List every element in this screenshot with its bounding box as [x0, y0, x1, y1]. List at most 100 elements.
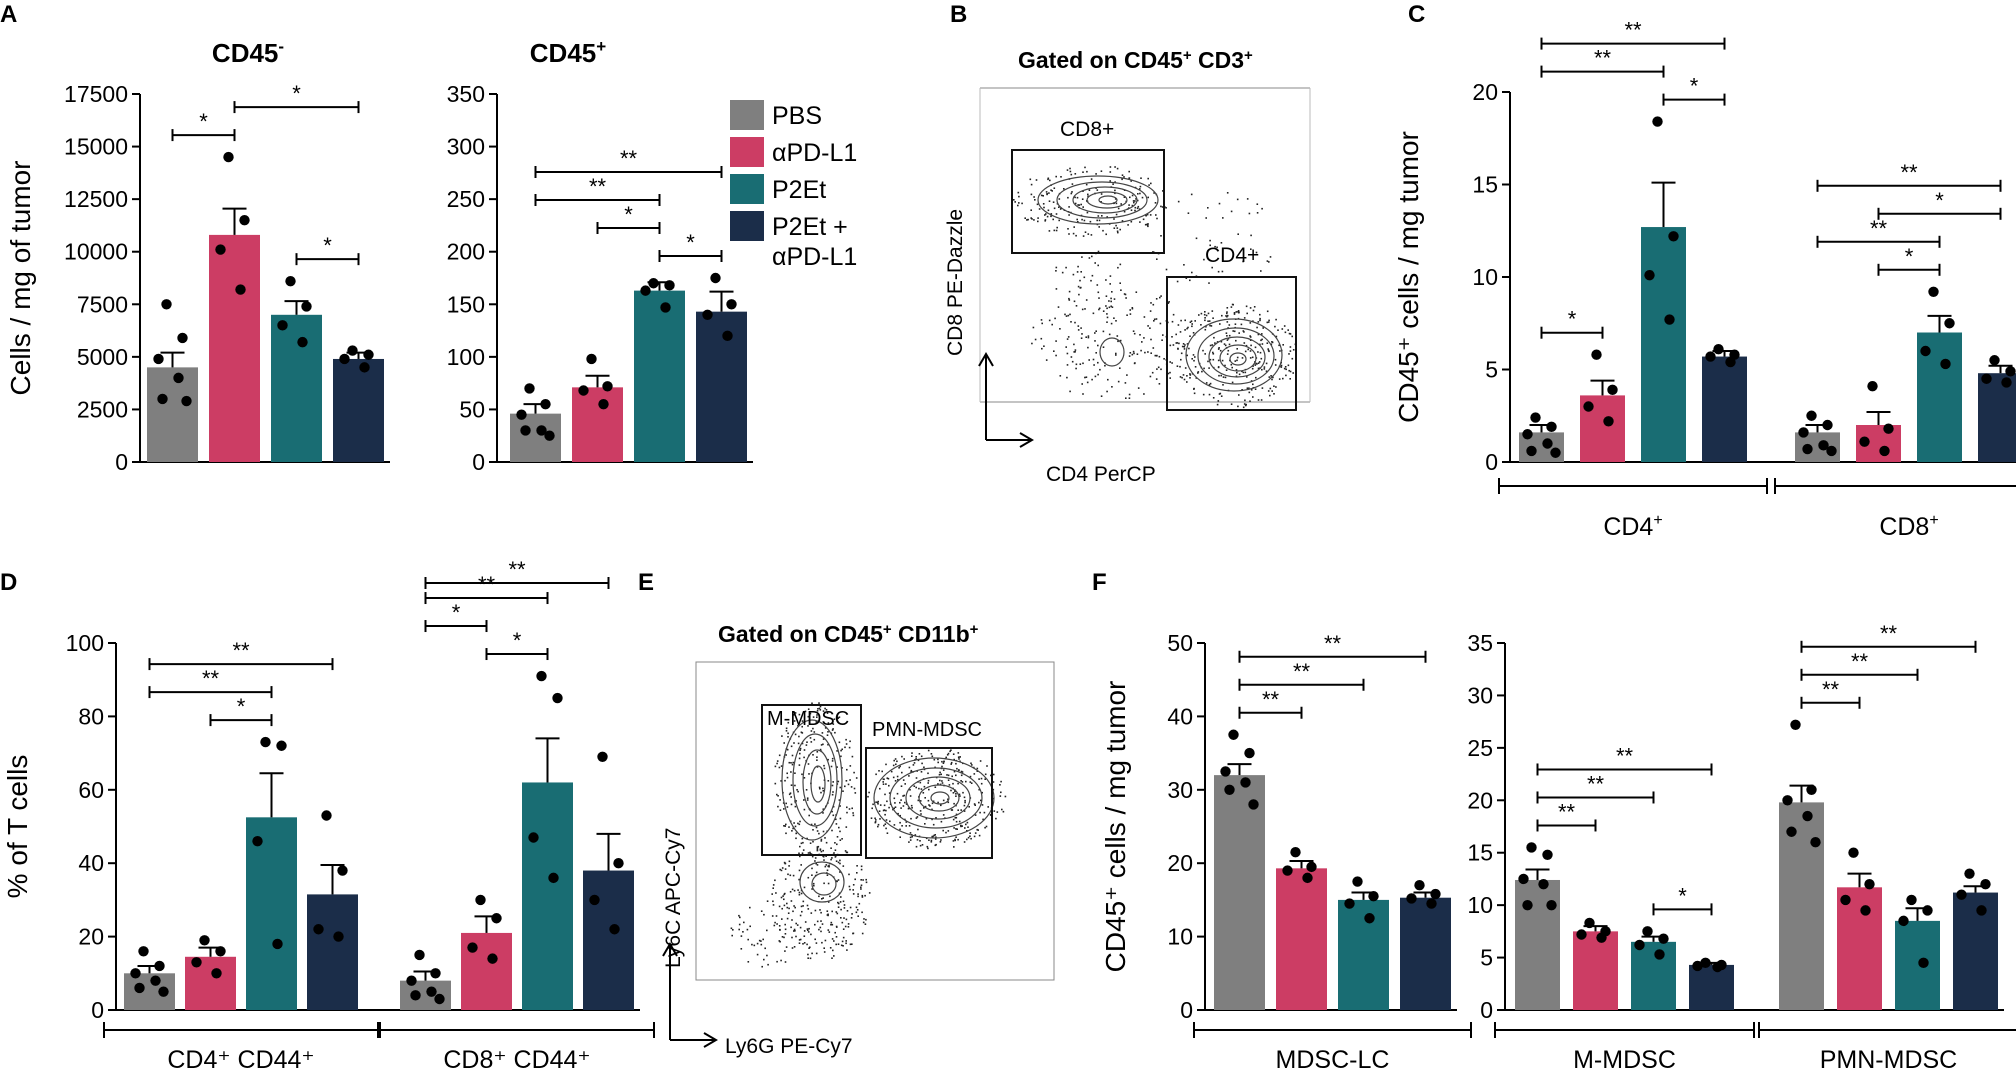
flow-event: [1138, 208, 1141, 210]
flow-event: [1244, 350, 1247, 353]
flow-event: [1283, 325, 1286, 327]
flow-event: [839, 830, 841, 833]
flow-event: [1130, 180, 1132, 182]
flow-event: [1058, 219, 1060, 222]
flow-event: [828, 865, 830, 868]
bar: [209, 234, 260, 462]
flow-event: [1193, 388, 1195, 390]
flow-event: [839, 839, 842, 841]
flow-event: [766, 900, 769, 902]
y-tick-label: 20: [78, 924, 104, 950]
flow-event: [783, 808, 785, 810]
flow-event: [1106, 313, 1108, 315]
y-tick-label: 50: [459, 396, 485, 422]
flow-event: [1079, 279, 1081, 282]
y-tick-label: 100: [66, 630, 104, 656]
flow-event: [893, 759, 895, 762]
flow-event: [1156, 368, 1158, 370]
flow-event: [1191, 323, 1193, 325]
data-point: [540, 398, 551, 410]
flow-event: [1214, 245, 1216, 248]
flow-event: [1220, 374, 1222, 377]
flow-event: [790, 803, 793, 806]
flow-event: [1043, 345, 1045, 347]
flow-event: [1160, 205, 1162, 208]
flow-event: [1013, 199, 1015, 201]
flow-event: [967, 836, 970, 839]
data-point: [321, 810, 332, 821]
flow-event: [886, 800, 888, 803]
flow-event: [978, 788, 980, 791]
flow-event: [795, 935, 797, 938]
bar: [522, 782, 573, 1010]
flow-event: [824, 711, 826, 714]
flow-event: [786, 748, 789, 751]
flow-event: [996, 811, 999, 813]
flow-event: [838, 741, 841, 744]
flow-event: [766, 929, 768, 932]
y-tick-label: 80: [78, 703, 104, 729]
flow-event: [1044, 220, 1046, 222]
flow-event: [1221, 359, 1224, 362]
flow-event: [915, 845, 918, 848]
legend-label-p2et: P2Et: [772, 176, 826, 204]
flow-event: [945, 831, 947, 834]
y-tick-label: 7500: [77, 291, 128, 317]
flow-event: [842, 945, 844, 947]
flow-event: [1077, 325, 1080, 327]
flow-event: [875, 801, 877, 803]
flow-event: [807, 852, 810, 854]
data-point: [602, 381, 613, 392]
flow-event: [816, 830, 819, 832]
flow-event: [848, 885, 851, 888]
flow-event: [798, 939, 801, 941]
flow-event: [927, 799, 930, 802]
flow-event: [930, 753, 933, 755]
data-point: [1426, 898, 1437, 909]
flow-event: [790, 762, 792, 764]
flow-event: [845, 743, 848, 745]
flow-event: [845, 738, 847, 741]
flow-event: [798, 869, 801, 872]
y-axis-label: CD45⁺ cells / mg tumor: [1100, 681, 1131, 973]
y-tick-label: 15: [1472, 172, 1498, 198]
flow-event: [1278, 378, 1281, 380]
flow-event: [942, 762, 945, 764]
flow-event: [1160, 235, 1162, 237]
flow-event: [812, 716, 815, 718]
flow-event: [1080, 203, 1082, 206]
flow-event: [878, 810, 881, 812]
flow-event: [964, 799, 966, 802]
flow-event: [958, 793, 961, 796]
flow-event: [1211, 310, 1214, 312]
flow-event: [1182, 343, 1185, 345]
flow-event: [1081, 256, 1083, 258]
flow-event: [1155, 214, 1157, 216]
flow-event: [1238, 394, 1240, 396]
flow-event: [822, 738, 825, 740]
flow-event: [803, 935, 806, 937]
flow-event: [784, 933, 787, 935]
flow-event: [955, 762, 957, 765]
flow-event: [1079, 287, 1082, 289]
data-point: [158, 986, 169, 997]
flow-event: [898, 767, 900, 769]
data-point: [528, 832, 539, 843]
flow-event: [1137, 387, 1140, 389]
flow-event: [955, 820, 958, 823]
flow-event: [832, 781, 834, 783]
flow-event: [1197, 372, 1199, 374]
group-label: CD8⁺ CD44⁺: [443, 1046, 590, 1071]
flow-event: [1167, 302, 1170, 304]
flow-event: [849, 906, 852, 909]
flow-event: [1146, 223, 1148, 226]
bar: [1631, 941, 1676, 1010]
flow-event: [1111, 306, 1114, 308]
flow-event: [784, 961, 787, 963]
flow-event: [1261, 333, 1263, 335]
flow-event: [883, 778, 885, 781]
flow-event: [953, 827, 955, 829]
flow-event: [785, 754, 787, 756]
flow-event: [1217, 400, 1220, 402]
flow-event: [801, 720, 804, 722]
